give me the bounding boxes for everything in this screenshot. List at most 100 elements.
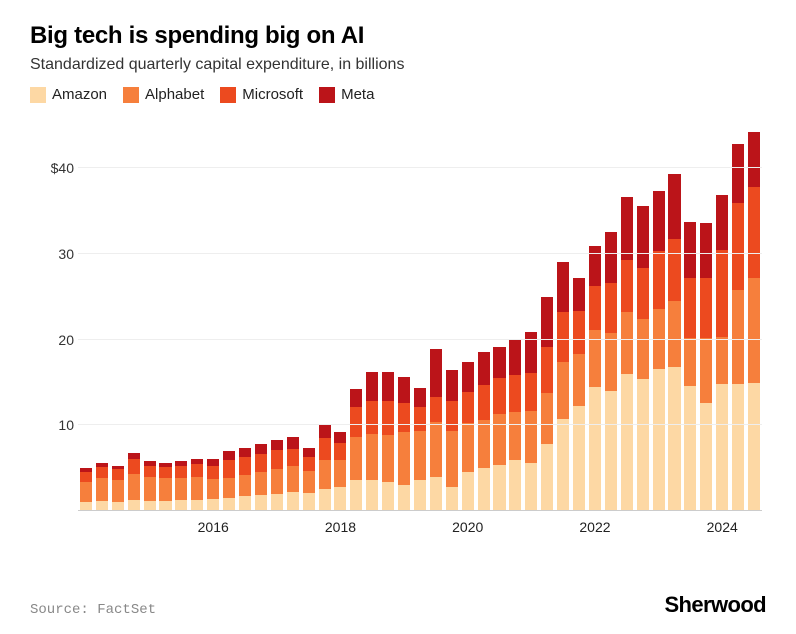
- bar-segment: [732, 290, 744, 384]
- bar-segment: [239, 448, 251, 457]
- bar-slot: [173, 117, 189, 511]
- bar-segment: [287, 466, 299, 492]
- bar-segment: [589, 387, 601, 511]
- bar-slot: [189, 117, 205, 511]
- bar-segment: [159, 467, 171, 478]
- x-axis-label: 2020: [452, 519, 483, 535]
- bar-segment: [716, 250, 728, 337]
- bar-segment: [732, 203, 744, 290]
- stacked-bar: [621, 197, 633, 511]
- bar-segment: [255, 454, 267, 472]
- legend-item: Microsoft: [220, 86, 303, 103]
- bar-slot: [730, 117, 746, 511]
- stacked-bar: [493, 347, 505, 511]
- bar-segment: [191, 477, 203, 500]
- stacked-bar: [159, 463, 171, 511]
- bar-segment: [80, 482, 92, 503]
- chart-container: Big tech is spending big on AI Standardi…: [0, 0, 796, 634]
- bar-slot: [539, 117, 555, 511]
- gridline: [78, 339, 762, 340]
- bar-segment: [557, 362, 569, 419]
- bar-slot: [396, 117, 412, 511]
- bar-segment: [446, 370, 458, 401]
- stacked-bar: [303, 448, 315, 511]
- chart-footer: Source: FactSet Sherwood: [30, 592, 766, 618]
- bar-segment: [605, 232, 617, 283]
- bar-segment: [478, 420, 490, 468]
- legend-swatch: [123, 87, 139, 103]
- chart-plot-area: 20162018202020222024 102030$40: [30, 111, 766, 541]
- bar-segment: [653, 191, 665, 251]
- legend-label: Alphabet: [145, 86, 204, 103]
- bar-segment: [303, 448, 315, 457]
- bar-segment: [128, 474, 140, 500]
- stacked-bar: [541, 297, 553, 511]
- bar-slot: [301, 117, 317, 511]
- stacked-bar: [366, 372, 378, 511]
- stacked-bar: [589, 246, 601, 511]
- bar-segment: [525, 373, 537, 411]
- gridline: [78, 167, 762, 168]
- stacked-bar: [525, 332, 537, 511]
- bar-segment: [319, 438, 331, 459]
- bar-slot: [635, 117, 651, 511]
- bar-segment: [414, 480, 426, 511]
- y-axis-label: 30: [34, 246, 74, 262]
- bar-slot: [523, 117, 539, 511]
- bar-segment: [271, 440, 283, 450]
- stacked-bar: [732, 144, 744, 511]
- stacked-bar: [334, 432, 346, 511]
- bar-segment: [621, 312, 633, 374]
- bar-segment: [557, 419, 569, 512]
- stacked-bar: [748, 132, 760, 511]
- bar-segment: [223, 460, 235, 477]
- stacked-bar: [462, 362, 474, 511]
- bar-segment: [700, 223, 712, 278]
- bar-segment: [223, 478, 235, 499]
- bar-segment: [637, 379, 649, 511]
- bar-segment: [144, 477, 156, 501]
- bar-segment: [621, 374, 633, 511]
- plot: 20162018202020222024 102030$40: [78, 117, 762, 511]
- stacked-bar: [255, 444, 267, 511]
- bar-segment: [684, 278, 696, 338]
- bar-segment: [748, 187, 760, 278]
- bar-slot: [746, 117, 762, 511]
- stacked-bar: [350, 389, 362, 511]
- bar-slot: [237, 117, 253, 511]
- bar-segment: [462, 423, 474, 473]
- bar-segment: [430, 477, 442, 511]
- stacked-bar: [319, 425, 331, 511]
- bar-segment: [493, 378, 505, 414]
- bar-slot: [158, 117, 174, 511]
- bar-segment: [350, 407, 362, 438]
- source-label: Source: FactSet: [30, 602, 156, 618]
- bar-segment: [287, 492, 299, 511]
- bar-segment: [334, 460, 346, 487]
- bar-segment: [446, 431, 458, 488]
- bar-segment: [319, 489, 331, 511]
- bar-slot: [507, 117, 523, 511]
- bar-segment: [557, 262, 569, 313]
- bar-segment: [382, 401, 394, 434]
- bar-segment: [271, 469, 283, 494]
- bar-segment: [175, 466, 187, 478]
- stacked-bar: [430, 349, 442, 511]
- bar-segment: [96, 478, 108, 500]
- stacked-bar: [128, 453, 140, 511]
- stacked-bar: [653, 191, 665, 511]
- bar-segment: [621, 260, 633, 312]
- baseline: [78, 510, 762, 511]
- bar-segment: [684, 386, 696, 511]
- bar-segment: [334, 443, 346, 460]
- bar-segment: [462, 362, 474, 392]
- bar-slot: [78, 117, 94, 511]
- bar-segment: [414, 388, 426, 407]
- bar-segment: [637, 268, 649, 319]
- bar-segment: [509, 460, 521, 511]
- stacked-bar: [271, 440, 283, 511]
- y-axis-label: 20: [34, 332, 74, 348]
- bar-segment: [255, 495, 267, 511]
- bar-slot: 2020: [460, 117, 476, 511]
- bar-segment: [478, 352, 490, 385]
